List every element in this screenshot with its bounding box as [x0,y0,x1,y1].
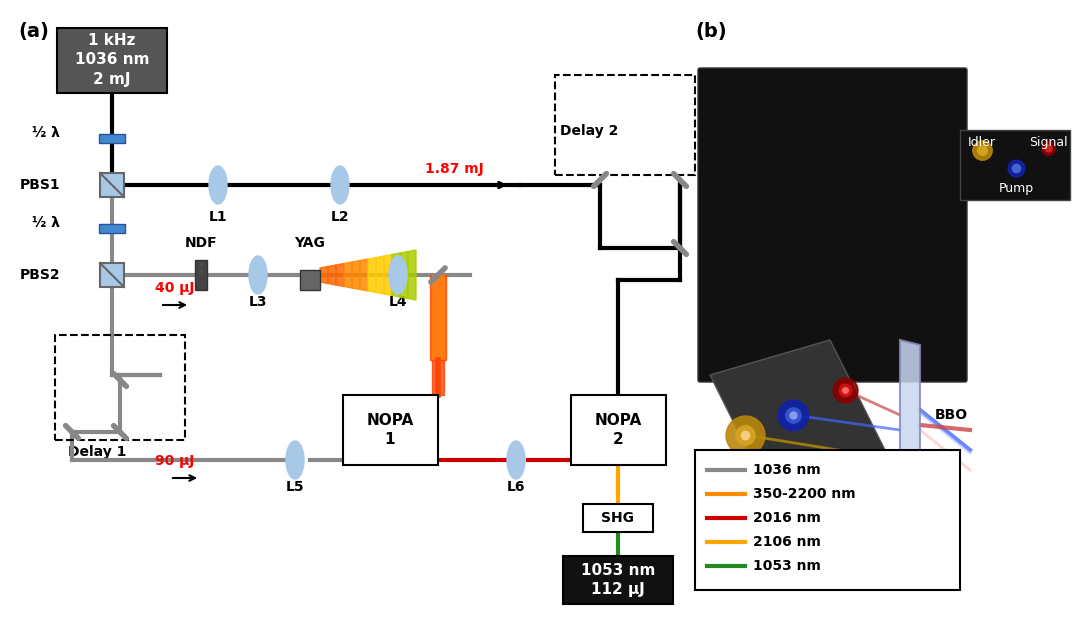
Bar [100,173,124,197]
Text: PBS1: PBS1 [19,178,60,192]
Text: PBS2: PBS2 [19,268,60,282]
Text: ½ λ: ½ λ [32,126,60,140]
Bar [99,133,125,142]
Text: o: o [815,471,823,483]
FancyBboxPatch shape [698,68,967,382]
Bar [99,224,125,232]
Polygon shape [345,262,352,288]
Text: z: z [757,455,764,469]
Text: NOPA
1: NOPA 1 [366,413,414,448]
Bar [57,27,167,93]
Text: Signal: Signal [1028,136,1067,149]
Polygon shape [400,251,408,298]
Text: 1053 nm
112 μJ: 1053 nm 112 μJ [581,563,656,598]
Text: Pump: Pump [998,182,1034,195]
Bar [555,75,696,175]
Polygon shape [320,267,328,283]
Polygon shape [336,264,345,286]
Text: L4: L4 [389,295,407,309]
Polygon shape [900,340,920,490]
Bar [195,260,207,290]
Bar [55,335,185,440]
Text: 2106 nm: 2106 nm [753,535,821,549]
Text: (b): (b) [696,22,727,41]
Bar [100,263,124,287]
Text: NDF: NDF [185,236,217,250]
Text: L2: L2 [330,210,349,224]
Ellipse shape [286,441,303,479]
Bar [342,395,437,465]
Polygon shape [392,253,400,297]
Text: e: e [787,502,795,514]
Text: L3: L3 [248,295,267,309]
Bar [300,270,320,290]
Text: Idler: Idler [968,136,996,149]
Text: 0.7°: 0.7° [916,436,943,450]
Text: ½ λ: ½ λ [32,216,60,230]
Polygon shape [408,250,416,300]
Polygon shape [360,259,368,291]
Bar [563,556,673,604]
Bar [960,130,1070,200]
Text: 1 kHz
1036 nm
2 mJ: 1 kHz 1036 nm 2 mJ [75,32,149,87]
Text: 40 μJ: 40 μJ [156,281,194,295]
Text: SHG: SHG [602,511,635,525]
Polygon shape [352,260,360,290]
Ellipse shape [210,166,227,204]
Polygon shape [432,360,444,395]
Text: 90 μJ: 90 μJ [156,454,194,468]
Text: 1.87 mJ: 1.87 mJ [426,162,484,176]
Text: Delay 2: Delay 2 [561,124,619,138]
Text: (a): (a) [18,22,49,41]
Bar [570,395,665,465]
Polygon shape [328,265,336,285]
Bar [696,450,960,590]
Polygon shape [376,256,384,294]
Text: 2016 nm: 2016 nm [753,511,821,525]
Text: BBO: BBO [935,408,968,422]
Text: L1: L1 [208,210,227,224]
Polygon shape [368,258,376,293]
Text: 1053 nm: 1053 nm [753,559,821,573]
Text: 1036 nm: 1036 nm [753,463,821,477]
Text: YAG: YAG [295,236,325,250]
Ellipse shape [330,166,349,204]
Polygon shape [430,275,446,360]
Bar [583,504,653,532]
Text: Delay 1: Delay 1 [68,445,126,459]
Text: L6: L6 [507,480,525,494]
Polygon shape [710,340,900,515]
Text: L5: L5 [286,480,305,494]
Polygon shape [432,275,444,360]
Ellipse shape [249,256,267,294]
Polygon shape [384,255,392,295]
Text: NOPA
2: NOPA 2 [594,413,642,448]
Ellipse shape [507,441,525,479]
Ellipse shape [389,256,407,294]
Text: 350-2200 nm: 350-2200 nm [753,487,855,501]
